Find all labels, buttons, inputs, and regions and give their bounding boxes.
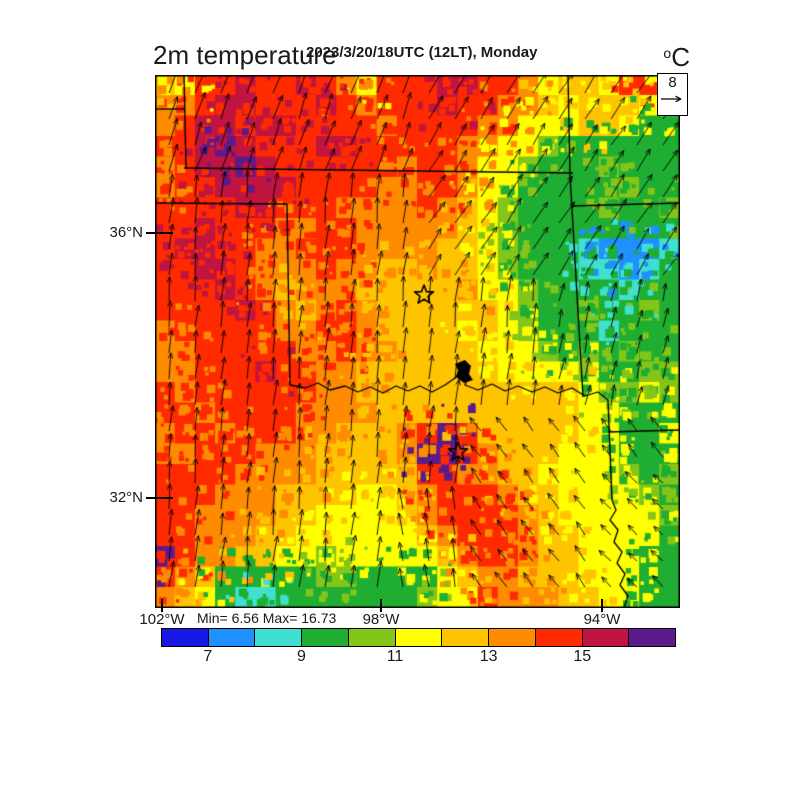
lon-label-98w: 98°W — [362, 611, 400, 628]
colorbar-segment — [254, 628, 303, 647]
colorbar-segment — [207, 628, 256, 647]
lat-label-36n: 36°N — [109, 224, 143, 241]
colorbar — [161, 628, 677, 647]
wind-reference-legend: 8 — [657, 73, 688, 116]
colorbar-segment — [394, 628, 443, 647]
colorbar-segment — [347, 628, 396, 647]
lon-tick-98w — [380, 599, 382, 612]
units-label: oC — [640, 42, 690, 73]
title-line-datetime: 2023/3/20/18UTC (12LT), Monday — [306, 44, 538, 61]
lon-tick-102w — [161, 599, 163, 612]
colorbar-tick-label: 9 — [296, 648, 306, 665]
colorbar-tick-label: 7 — [203, 648, 213, 665]
units-superscript: o — [663, 45, 672, 62]
colorbar-segment — [534, 628, 583, 647]
colorbar-segment — [628, 628, 677, 647]
colorbar-segment — [581, 628, 630, 647]
minmax-label: Min= 6.56 Max= 16.73 — [197, 610, 337, 626]
colorbar-segment — [488, 628, 536, 647]
lon-tick-94w — [601, 599, 603, 612]
colorbar-tick-label: 11 — [386, 648, 404, 665]
lat-tick-32n — [146, 497, 173, 499]
units-base: C — [671, 42, 690, 72]
variable-label: 2m temperature — [153, 40, 337, 70]
colorbar-segment — [441, 628, 490, 647]
temperature-field-canvas — [155, 75, 680, 608]
colorbar-segment — [161, 628, 209, 647]
wind-reference-value: 8 — [668, 74, 677, 91]
lat-label-32n: 32°N — [109, 489, 143, 506]
lon-label-94w: 94°W — [583, 611, 621, 628]
lat-tick-36n — [146, 232, 173, 234]
colorbar-tick-label: 13 — [479, 648, 498, 665]
colorbar-segment — [301, 628, 349, 647]
reference-arrow-icon — [661, 95, 682, 103]
colorbar-tick-label: 15 — [573, 648, 592, 665]
lon-label-102w: 102°W — [139, 611, 185, 628]
